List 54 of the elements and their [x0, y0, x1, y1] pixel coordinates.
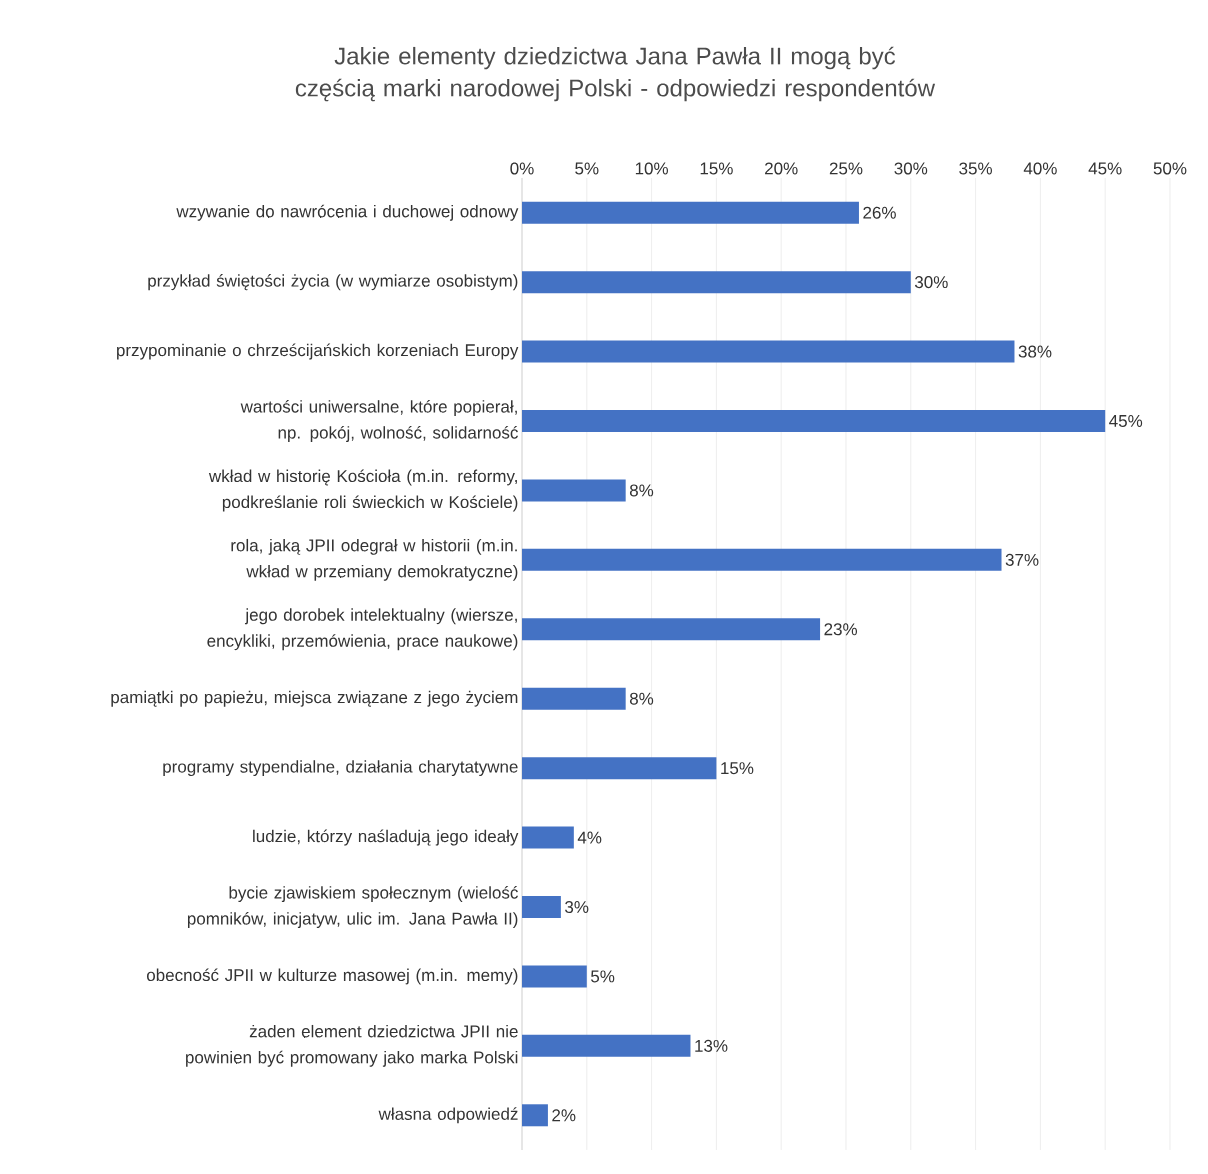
data-label: 3% [565, 900, 589, 914]
data-label: 2% [552, 1109, 576, 1122]
data-label: 37% [1005, 553, 1039, 566]
bar [522, 1034, 691, 1057]
bar [522, 895, 561, 918]
data-label: 15% [721, 762, 754, 775]
y-tick-label: żaden element dziedzictwa JPII nie powinien być promowany jako marka Polski [186, 1024, 518, 1067]
y-tick-label: programy stypendialne, działania charytatywne [163, 760, 518, 777]
data-label: 8% [629, 484, 654, 497]
bar [522, 618, 821, 641]
bar [522, 410, 1106, 432]
x-tick-label: 50% [1153, 162, 1187, 175]
x-tick-label: 45% [1088, 162, 1122, 175]
y-tick-label: wartości uniwersalne, które popierał, np. pokój, wolność, solidarność [240, 399, 518, 443]
bar [522, 757, 717, 780]
y-tick-label: obecność JPII w kulturze masowej (m.in. memy) [146, 968, 518, 985]
x-tick-label: 35% [959, 162, 992, 175]
bar [522, 687, 626, 710]
bar [522, 826, 574, 849]
y-tick-label: wkład w historię Kościoła (m.in. reformy, podkreślanie roli świeckich w Kościele) [208, 469, 518, 512]
data-label: 13% [695, 1039, 728, 1052]
chart-title: Jakie elementy dziedzictwa Jana Pawła II mogą być częścią marki narodowej Polski - odpowiedzi respondentów [295, 46, 936, 102]
bar [522, 271, 911, 294]
data-label: 23% [824, 623, 858, 636]
bar [522, 340, 1015, 363]
x-tick-label: 25% [829, 162, 863, 175]
y-tick-label: przykład świętości życia (w wymiarze osobistym) [148, 274, 518, 291]
x-tick-label: 15% [700, 162, 733, 175]
data-label: 8% [629, 692, 654, 705]
x-tick-label: 0% [510, 162, 534, 175]
y-tick-label: wzywanie do nawrócenia i duchowej odnowy [176, 204, 519, 221]
y-tick-label: rola, jaką JPII odegrał w historii (m.in. wkład w przemiany demokratyczne) [231, 538, 518, 581]
data-label: 45% [1109, 415, 1143, 427]
x-tick-label: 40% [1023, 162, 1057, 175]
bar [522, 479, 626, 502]
y-tick-label: jego dorobek intelektualny (wiersze, encykliki, przemówienia, prace naukowe) [207, 608, 518, 651]
data-label: 38% [1018, 345, 1052, 358]
y-tick-label: bycie zjawiskiem społecznym (wielość pomników, inicjatyw, ulic im. Jana Pawła II) [187, 885, 518, 929]
x-tick-label: 10% [635, 162, 668, 175]
data-label: 30% [914, 276, 948, 289]
x-tick-label: 5% [575, 162, 599, 175]
y-tick-label: własna odpowiedź [378, 1107, 518, 1124]
bar [522, 1104, 548, 1127]
x-tick-label: 30% [894, 162, 928, 175]
x-tick-label: 20% [765, 162, 798, 175]
y-tick-label: przypominanie o chrześcijańskich korzeniach Europy [117, 343, 519, 360]
bar [522, 201, 859, 224]
bar [522, 965, 587, 988]
data-label: 4% [577, 831, 602, 844]
data-label: 26% [863, 206, 896, 219]
bar [522, 548, 1002, 571]
data-label: 5% [591, 970, 615, 983]
y-tick-label: pamiątki po papieżu, miejsca związane z jego życiem [111, 690, 518, 707]
y-tick-label: ludzie, którzy naśladują jego ideały [253, 829, 519, 846]
